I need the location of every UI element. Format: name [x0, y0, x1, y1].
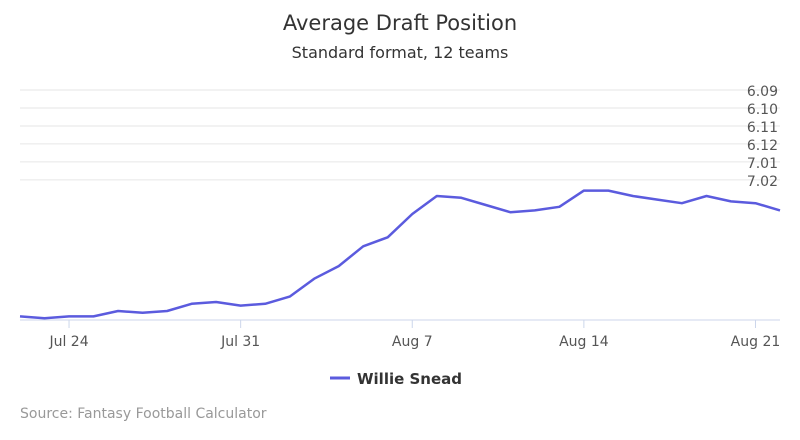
legend-label[interactable]: Willie Snead	[357, 370, 462, 388]
y-tick-label: 6.10	[747, 102, 778, 118]
y-tick-label: 7.01	[747, 156, 778, 172]
chart-title: Average Draft Position	[283, 11, 517, 35]
x-tick-label: Aug 14	[559, 334, 609, 350]
x-tick-label: Jul 24	[48, 334, 88, 350]
x-axis-labels: Jul 24 Jul 31 Aug 7 Aug 14 Aug 21	[48, 320, 780, 350]
grid-lines	[20, 89, 780, 181]
series-line-willie-snead[interactable]	[19, 189, 781, 320]
chart-subtitle: Standard format, 12 teams	[292, 43, 509, 62]
y-tick-label: 6.12	[747, 138, 778, 154]
x-tick-label: Aug 7	[392, 334, 433, 350]
y-tick-label: 6.11	[747, 120, 778, 136]
x-tick-label: Jul 31	[220, 334, 260, 350]
y-axis-labels: 6.09 6.10 6.11 6.12 7.01 7.02	[747, 84, 778, 190]
x-tick-label: Aug 21	[731, 334, 781, 350]
credit-text: Source: Fantasy Football Calculator	[20, 406, 267, 422]
y-tick-label: 6.09	[747, 84, 778, 100]
y-tick-label: 7.02	[747, 174, 778, 190]
series-group	[19, 189, 781, 320]
legend[interactable]: Willie Snead	[330, 370, 462, 388]
